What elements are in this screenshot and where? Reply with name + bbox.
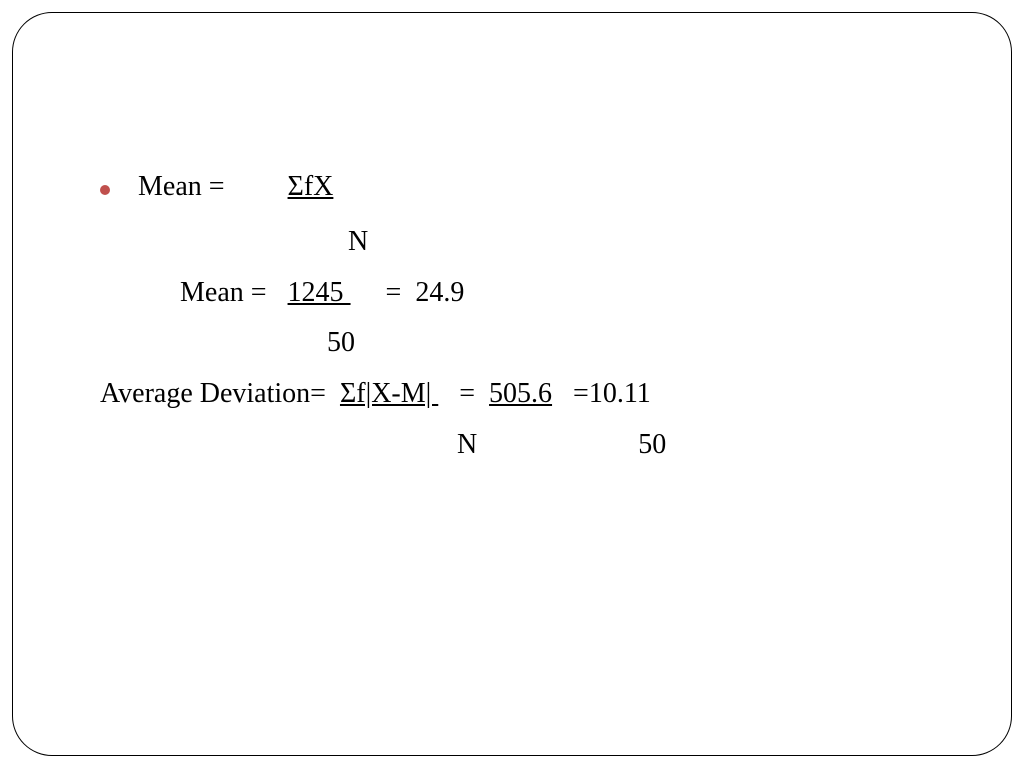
mean-formula-line2: N [100,220,964,265]
avgdev-line2: N 50 [100,423,964,468]
text-sigma-fxm: Σf|X-M| [340,378,438,409]
bullet-icon [100,185,110,195]
slide-content: Mean = ΣfX N Mean = 1245 = 24.9 50 Avera… [100,165,964,474]
text-avgdev-result: =10.11 [552,378,651,409]
text-50a: 50 [138,327,355,358]
text-n: N [138,226,368,257]
text-n-50: N 50 [100,429,666,460]
text-5056: 505.6 [489,378,552,409]
bullet-line-1: Mean = ΣfX [100,165,964,210]
text-sigma-fx: ΣfX [288,171,334,202]
text-avgdev-eq: Average Deviation= [100,378,340,409]
mean-formula-line1: Mean = ΣfX [138,165,333,210]
mean-calc-line1: Mean = 1245 = 24.9 [100,271,964,316]
text-mean-eq: Mean = [138,171,288,202]
text-mean-eq2: Mean = [138,277,288,308]
text-eq-mid: = [438,378,489,409]
text-mean-result: = 24.9 [351,277,465,308]
avgdev-line1: Average Deviation= Σf|X-M| = 505.6 =10.1… [100,372,964,417]
mean-calc-line2: 50 [100,321,964,366]
text-1245: 1245 [288,277,351,308]
